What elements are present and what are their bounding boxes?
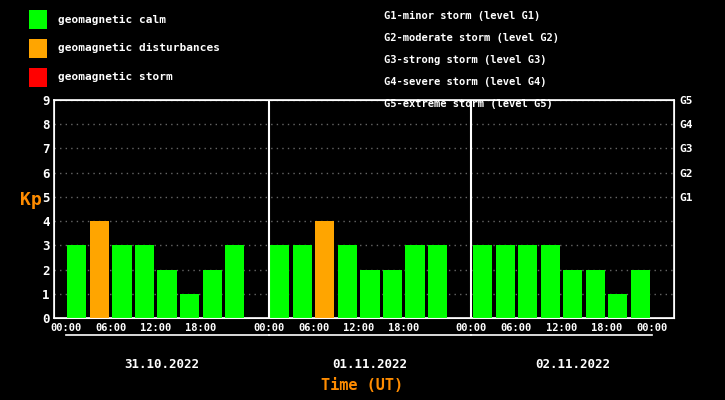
Bar — [180, 294, 199, 318]
Bar — [473, 245, 492, 318]
Bar — [315, 221, 334, 318]
Bar — [293, 245, 312, 318]
Text: G5-extreme storm (level G5): G5-extreme storm (level G5) — [384, 99, 553, 109]
Bar — [67, 245, 86, 318]
Bar — [496, 245, 515, 318]
Bar — [405, 245, 425, 318]
Bar — [135, 245, 154, 318]
Bar — [338, 245, 357, 318]
Bar — [90, 221, 109, 318]
Text: geomagnetic disturbances: geomagnetic disturbances — [58, 43, 220, 54]
Bar — [563, 270, 582, 318]
Bar — [270, 245, 289, 318]
Bar — [157, 270, 177, 318]
Bar — [518, 245, 537, 318]
Text: G1-minor storm (level G1): G1-minor storm (level G1) — [384, 11, 541, 21]
Text: geomagnetic calm: geomagnetic calm — [58, 14, 166, 25]
Text: G2-moderate storm (level G2): G2-moderate storm (level G2) — [384, 33, 559, 43]
Bar — [360, 270, 379, 318]
Bar — [225, 245, 244, 318]
Text: G3-strong storm (level G3): G3-strong storm (level G3) — [384, 55, 547, 65]
Bar — [631, 270, 650, 318]
Text: Time (UT): Time (UT) — [321, 378, 404, 393]
Bar — [541, 245, 560, 318]
Text: geomagnetic storm: geomagnetic storm — [58, 72, 173, 82]
Bar — [383, 270, 402, 318]
Bar — [428, 245, 447, 318]
Text: 31.10.2022: 31.10.2022 — [124, 358, 199, 371]
Text: 01.11.2022: 01.11.2022 — [333, 358, 407, 371]
Bar — [202, 270, 222, 318]
Bar — [608, 294, 627, 318]
Bar — [112, 245, 131, 318]
Y-axis label: Kp: Kp — [20, 191, 42, 209]
Text: 02.11.2022: 02.11.2022 — [535, 358, 610, 371]
Text: G4-severe storm (level G4): G4-severe storm (level G4) — [384, 77, 547, 87]
Bar — [586, 270, 605, 318]
